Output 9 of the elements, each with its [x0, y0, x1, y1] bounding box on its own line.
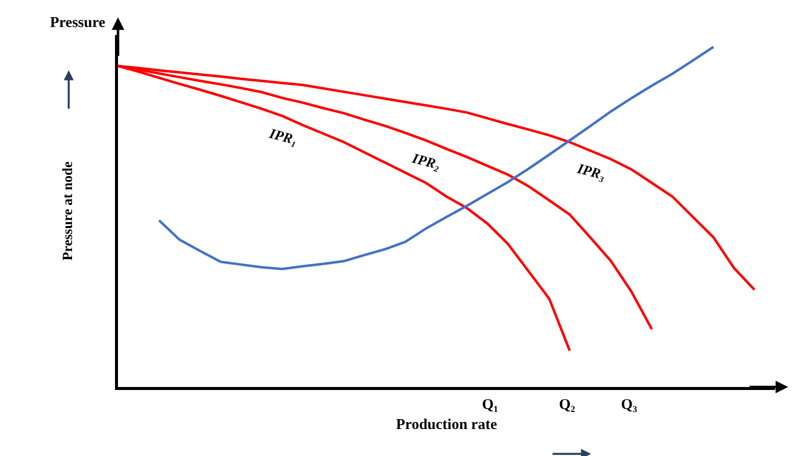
text: Q₂	[559, 397, 576, 413]
text: Q₃	[621, 397, 638, 413]
text: IPR₃	[574, 162, 607, 184]
y-axis-title: Pressure at node	[60, 161, 76, 261]
x-axis-title: Production rate	[396, 416, 498, 433]
text: Pressure	[50, 15, 106, 31]
text: IPR₁	[266, 126, 299, 149]
text: Q₁	[482, 397, 498, 413]
text: IPR₂	[410, 151, 442, 174]
